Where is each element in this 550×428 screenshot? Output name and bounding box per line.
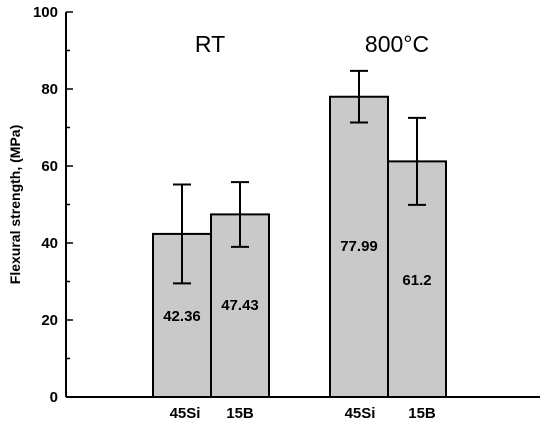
category-label-0-0: 45Si: [170, 405, 201, 422]
y-tick-label-1: 20: [41, 312, 58, 329]
bar-value-label-0-1: 47.43: [221, 297, 259, 314]
y-tick-label-2: 40: [41, 235, 58, 252]
y-axis-title: Flexural strength, (MPa): [7, 125, 23, 284]
y-tick-label-3: 60: [41, 158, 58, 175]
bar-value-label-0-0: 42.36: [163, 308, 201, 325]
bar-value-label-1-0: 77.99: [340, 238, 378, 255]
y-tick-label-4: 80: [41, 81, 58, 98]
y-tick-label-0: 0: [50, 389, 58, 406]
bar-value-label-1-1: 61.2: [402, 272, 431, 289]
category-label-1-0: 45Si: [345, 405, 376, 422]
group-label-0: RT: [195, 31, 225, 57]
y-tick-label-5: 100: [33, 4, 58, 21]
category-label-0-1: 15B: [226, 405, 254, 422]
plot-area: 42.36 45Si 47.43 15B RT 77.99 45Si 61.2 15B 800°C…: [7, 4, 540, 422]
category-label-1-1: 15B: [408, 405, 436, 422]
group-label-1: 800°C: [365, 31, 429, 57]
